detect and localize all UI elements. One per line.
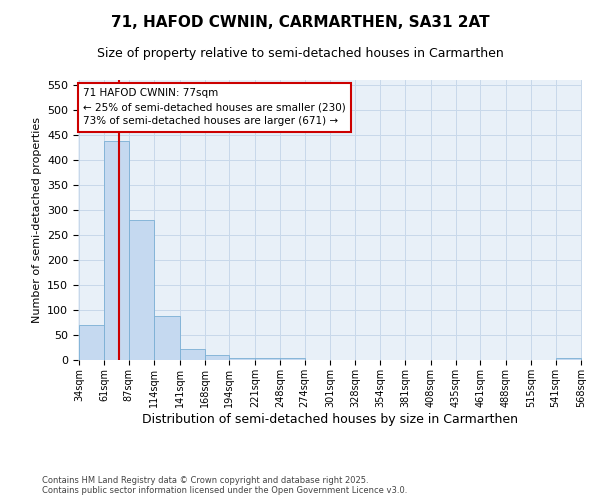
Bar: [79, 325, 104, 360]
Text: Size of property relative to semi-detached houses in Carmarthen: Size of property relative to semi-detach…: [97, 48, 503, 60]
Y-axis label: Number of semi-detached properties: Number of semi-detached properties: [32, 117, 41, 323]
Bar: [104, 141, 129, 360]
Bar: [205, 355, 229, 360]
Bar: [255, 358, 280, 360]
Text: 71, HAFOD CWNIN, CARMARTHEN, SA31 2AT: 71, HAFOD CWNIN, CARMARTHEN, SA31 2AT: [110, 15, 490, 30]
Bar: [556, 358, 581, 360]
Text: 71 HAFOD CWNIN: 77sqm
← 25% of semi-detached houses are smaller (230)
73% of sem: 71 HAFOD CWNIN: 77sqm ← 25% of semi-deta…: [83, 88, 346, 126]
Bar: [179, 349, 205, 360]
X-axis label: Distribution of semi-detached houses by size in Carmarthen: Distribution of semi-detached houses by …: [142, 412, 518, 426]
Bar: [154, 316, 179, 360]
Text: Contains HM Land Registry data © Crown copyright and database right 2025.
Contai: Contains HM Land Registry data © Crown c…: [42, 476, 407, 495]
Bar: [229, 358, 255, 360]
Bar: [129, 220, 154, 360]
Bar: [280, 358, 305, 360]
